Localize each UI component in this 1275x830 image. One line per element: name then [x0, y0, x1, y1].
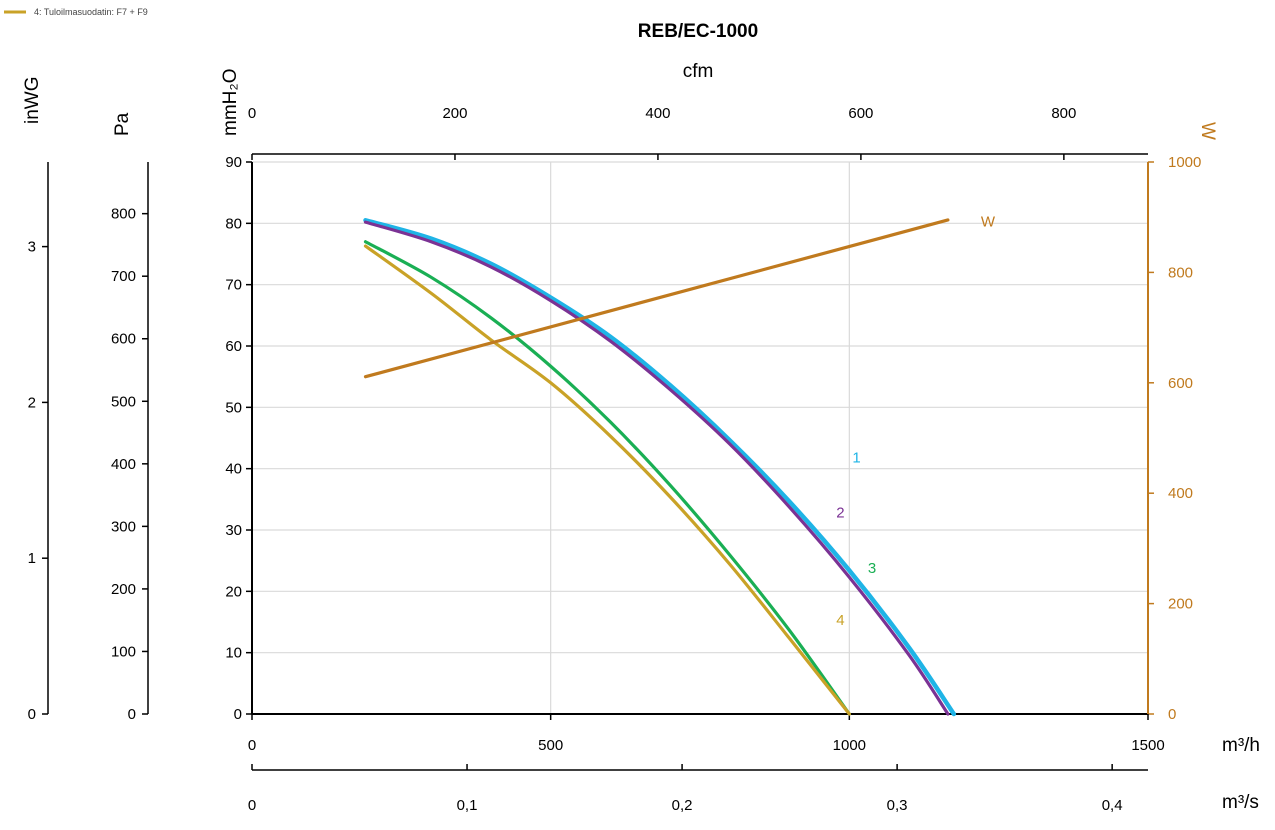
tick-label-m3s: 0: [248, 797, 256, 814]
chart-title: REB/EC-1000: [638, 21, 758, 42]
tick-label-w: 400: [1168, 485, 1193, 502]
tick-label-pa: 100: [111, 643, 136, 660]
tick-label-m3h: 0: [248, 737, 256, 754]
tick-label-w: 600: [1168, 375, 1193, 392]
y-axis-title-inwg: inWG: [22, 77, 43, 125]
tick-label-m3s: 0,3: [887, 797, 908, 814]
tick-label-mmh2o: 90: [225, 154, 242, 171]
tick-label-m3h: 1000: [833, 737, 866, 754]
legend-entry-4: 4: Tuloilmasuodatin: F7 + F9: [34, 7, 148, 17]
curve-label-3: 3: [868, 560, 876, 577]
tick-label-inwg: 2: [28, 394, 36, 411]
series-line-W: [363, 218, 950, 379]
tick-label-cfm: 400: [645, 105, 670, 122]
x-axis-title-m3h: m³/h: [1222, 735, 1260, 756]
legend: 4: Tuloilmasuodatin: F7 + F9: [4, 7, 148, 17]
series-lines: [363, 218, 957, 717]
tick-label-m3h: 1500: [1131, 737, 1164, 754]
curve-label-4: 4: [836, 612, 844, 629]
tick-label-pa: 800: [111, 206, 136, 223]
tick-label-mmh2o: 40: [225, 461, 242, 478]
series-line-4: [363, 244, 851, 716]
tick-label-cfm: 0: [248, 105, 256, 122]
tick-label-mmh2o: 20: [225, 583, 242, 600]
tick-label-mmh2o: 30: [225, 522, 242, 539]
tick-label-mmh2o: 60: [225, 338, 242, 355]
tick-label-pa: 0: [128, 706, 136, 723]
top-axis-title: cfm: [683, 61, 714, 82]
x-axis-title-m3s: m³/s: [1222, 792, 1259, 813]
series-line-2: [363, 220, 950, 716]
tick-label-mmh2o: 80: [225, 215, 242, 232]
tick-label-mmh2o: 70: [225, 277, 242, 294]
tick-label-pa: 700: [111, 268, 136, 285]
grid: [252, 161, 1148, 714]
tick-label-cfm: 800: [1051, 105, 1076, 122]
axes: 0102030405060708090020040060080010000100…: [28, 105, 1202, 814]
tick-label-cfm: 600: [848, 105, 873, 122]
curve-label-W: W: [981, 213, 996, 230]
series-line-1: [363, 218, 957, 717]
tick-label-inwg: 1: [28, 550, 36, 567]
y-axis-title-mmh2o: mmH₂O: [220, 68, 241, 136]
tick-label-pa: 300: [111, 518, 136, 535]
tick-label-cfm: 200: [442, 105, 467, 122]
curve-label-1: 1: [852, 449, 860, 466]
tick-label-w: 200: [1168, 596, 1193, 613]
tick-label-pa: 600: [111, 331, 136, 348]
tick-label-w: 0: [1168, 706, 1176, 723]
curve-labels: 1 2 3 4 W: [836, 213, 996, 629]
tick-label-m3s: 0,4: [1102, 797, 1123, 814]
tick-label-inwg: 0: [28, 706, 36, 723]
y-axis-title-pa: Pa: [112, 112, 133, 136]
tick-label-m3s: 0,2: [672, 797, 693, 814]
y-axis-title-w: W: [1197, 122, 1218, 140]
tick-label-mmh2o: 10: [225, 645, 242, 662]
tick-label-w: 1000: [1168, 154, 1201, 171]
tick-label-mmh2o: 0: [234, 706, 242, 723]
tick-label-m3h: 500: [538, 737, 563, 754]
curve-label-2: 2: [836, 505, 844, 522]
tick-label-inwg: 3: [28, 239, 36, 256]
tick-label-m3s: 0,1: [457, 797, 478, 814]
tick-label-w: 800: [1168, 264, 1193, 281]
tick-label-pa: 500: [111, 393, 136, 410]
tick-label-mmh2o: 50: [225, 399, 242, 416]
tick-label-pa: 400: [111, 456, 136, 473]
tick-label-pa: 200: [111, 581, 136, 598]
series-line-3: [363, 240, 851, 716]
